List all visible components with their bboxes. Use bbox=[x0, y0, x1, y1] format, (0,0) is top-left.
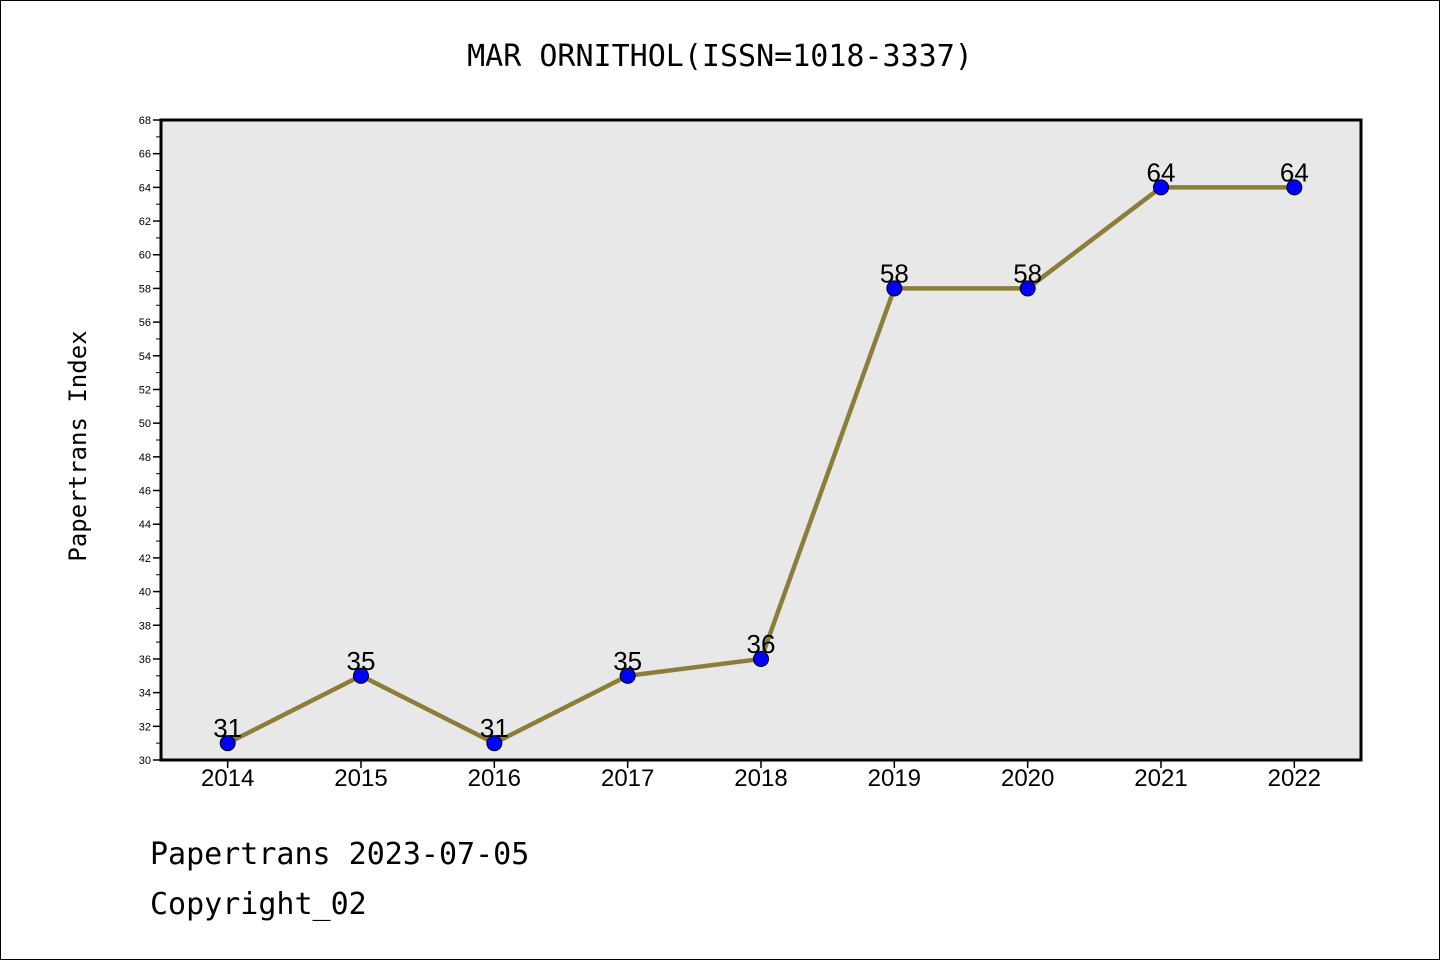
x-axis: 2014 2015 2016 2017 2018 2019 2020 2021 2022 bbox=[201, 760, 1321, 792]
series-layer: 31 35 31 35 36 58 58 64 64 bbox=[213, 157, 1309, 752]
y-tick-label: 54 bbox=[139, 351, 151, 363]
x-tick-label: 2021 bbox=[1134, 765, 1187, 792]
data-point bbox=[353, 667, 369, 684]
y-tick-label: 40 bbox=[139, 587, 151, 599]
data-label: 35 bbox=[347, 646, 376, 676]
data-label: 58 bbox=[880, 258, 909, 288]
y-tick-label: 56 bbox=[139, 317, 151, 329]
footer-date: Papertrans 2023-07-05 bbox=[150, 837, 529, 872]
x-tick-label: 2018 bbox=[734, 765, 787, 792]
chart-title: MAR ORNITHOL(ISSN=1018-3337) bbox=[467, 39, 973, 74]
y-tick-label: 46 bbox=[139, 486, 151, 498]
y-tick-label: 66 bbox=[139, 149, 151, 161]
plot-frame bbox=[159, 118, 1363, 762]
data-label: 58 bbox=[1013, 258, 1042, 288]
data-point bbox=[886, 280, 903, 297]
data-label: 36 bbox=[747, 629, 776, 659]
footer-copyright: Copyright_02 bbox=[150, 887, 367, 922]
data-label: 64 bbox=[1280, 157, 1309, 187]
y-tick-label: 48 bbox=[139, 452, 151, 464]
data-point bbox=[486, 735, 503, 752]
y-tick-label: 58 bbox=[139, 283, 151, 295]
data-point bbox=[1019, 280, 1036, 297]
y-tick-label: 30 bbox=[139, 755, 151, 767]
data-point bbox=[619, 667, 636, 684]
data-point bbox=[1286, 179, 1303, 196]
y-tick-label: 64 bbox=[139, 182, 151, 194]
y-tick-label: 44 bbox=[139, 519, 151, 531]
y-tick-label: 52 bbox=[139, 384, 151, 396]
x-tick-label: 2022 bbox=[1268, 765, 1321, 792]
data-point bbox=[753, 650, 769, 667]
x-tick-label: 2019 bbox=[868, 765, 921, 792]
y-tick-label: 60 bbox=[139, 250, 151, 262]
y-tick-label: 42 bbox=[139, 553, 151, 565]
x-tick-label: 2020 bbox=[1001, 765, 1054, 792]
y-tick-label: 50 bbox=[139, 418, 151, 430]
x-tick-label: 2016 bbox=[468, 765, 521, 792]
y-tick-label: 36 bbox=[139, 654, 151, 666]
data-label: 31 bbox=[480, 713, 509, 743]
y-tick-label: 62 bbox=[139, 216, 151, 228]
data-label: 64 bbox=[1147, 157, 1176, 187]
y-tick-label: 32 bbox=[139, 721, 151, 733]
data-point bbox=[219, 735, 236, 752]
x-tick-label: 2017 bbox=[601, 765, 654, 792]
data-label: 35 bbox=[613, 646, 642, 676]
x-tick-label: 2014 bbox=[201, 765, 254, 792]
y-axis-label: Papertrans Index bbox=[64, 330, 92, 561]
x-tick-label: 2015 bbox=[334, 765, 387, 792]
data-point bbox=[1153, 179, 1169, 196]
y-tick-label: 34 bbox=[139, 688, 151, 700]
y-tick-label: 68 bbox=[139, 115, 151, 127]
data-label: 31 bbox=[213, 713, 242, 743]
y-tick-label: 38 bbox=[139, 620, 151, 632]
